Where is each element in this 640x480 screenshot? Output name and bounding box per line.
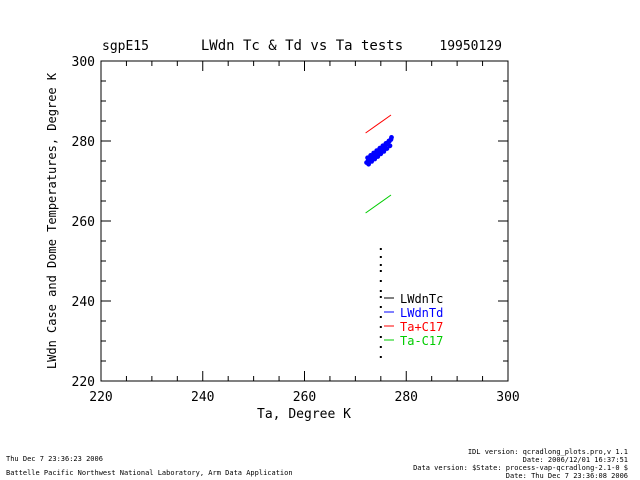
data-point: [379, 296, 382, 298]
data-point: [379, 306, 382, 308]
footer-run-timestamp: Thu Dec 7 23:36:23 2006: [6, 455, 103, 463]
y-axis-label: LWdn Case and Dome Temperatures, Degree …: [45, 72, 59, 369]
data-point: [386, 138, 392, 144]
x-axis-label: Ta, Degree K: [257, 407, 351, 422]
x-tick-label: 280: [395, 390, 418, 405]
series-line: [365, 114, 392, 134]
data-point: [379, 346, 382, 348]
y-tick-label: 220: [72, 375, 95, 390]
series-ta-c17: [365, 114, 392, 134]
legend-label: LWdnTc: [400, 292, 443, 306]
legend-item: Ta+C17: [384, 320, 443, 334]
y-tick-label: 240: [72, 295, 95, 310]
data-point: [389, 135, 394, 140]
series-layer: [364, 114, 394, 358]
station-label: sgpE15: [102, 39, 149, 54]
series-lwdntc: [379, 248, 382, 358]
y-tick-label: 260: [72, 215, 95, 230]
x-tick-label: 260: [293, 390, 316, 405]
series-ta-c17: [365, 194, 392, 214]
x-tick-label: 240: [191, 390, 214, 405]
data-point: [379, 326, 382, 328]
data-point: [379, 256, 382, 258]
x-axis-ticks: [100, 61, 509, 381]
footer-organization: Battelle Pacific Northwest National Labo…: [6, 469, 293, 477]
series-lwdntd: [364, 135, 394, 167]
footer-data-version: Data version: $State: process-vap-qcradl…: [413, 464, 628, 472]
x-tick-label: 300: [496, 390, 519, 405]
legend-item: LWdnTd: [384, 306, 443, 320]
data-point: [379, 356, 382, 358]
x-axis-tick-labels: 220 240 260 280 300: [89, 390, 519, 405]
x-tick-label: 220: [89, 390, 112, 405]
footer-idl-version: IDL version: qcradlong_plots.pro,v 1.1: [467, 448, 628, 456]
data-point: [381, 149, 387, 154]
data-point: [375, 154, 381, 160]
legend-item: LWdnTc: [384, 292, 443, 306]
data-point: [387, 143, 393, 149]
y-tick-label: 280: [72, 135, 95, 150]
data-point: [379, 316, 382, 318]
plot-frame: [100, 60, 509, 382]
legend-label: Ta-C17: [400, 334, 443, 348]
y-axis-ticks: [101, 60, 508, 382]
chart-title: LWdn Tc & Td vs Ta tests: [201, 38, 403, 54]
legend-item: Ta-C17: [384, 334, 443, 348]
y-tick-label: 300: [72, 55, 95, 70]
data-point: [379, 290, 382, 292]
footer-file-date: Date: 2006/12/01 16:37:51: [522, 456, 628, 464]
data-point: [379, 264, 382, 266]
data-point: [366, 161, 372, 167]
data-point: [379, 248, 382, 250]
footer-run-date: Date: Thu Dec 7 23:36:08 2006: [505, 472, 628, 480]
data-point: [379, 270, 382, 272]
data-point: [384, 146, 390, 152]
data-point: [379, 336, 382, 338]
legend-label: Ta+C17: [400, 320, 443, 334]
legend-label: LWdnTd: [400, 306, 443, 320]
y-axis-tick-labels: 220 240 260 280 300: [72, 55, 95, 390]
chart-date: 19950129: [439, 39, 502, 54]
data-point: [379, 280, 382, 282]
series-line: [365, 194, 392, 214]
